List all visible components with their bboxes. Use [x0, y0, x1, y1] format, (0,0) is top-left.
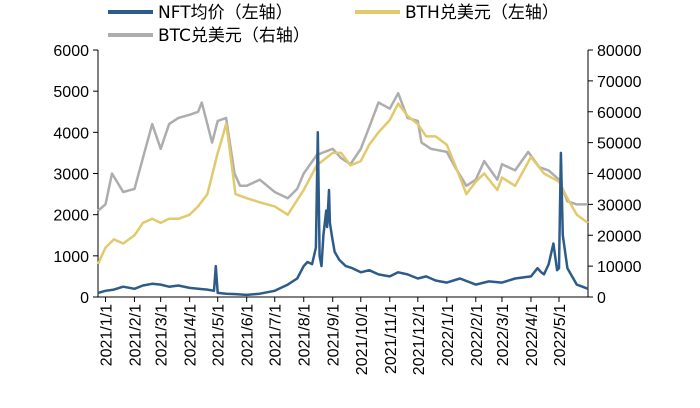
x-tick-label: 2022/2/1 — [469, 304, 486, 366]
left-tick-label: 1000 — [53, 249, 89, 266]
legend: NFT均价（左轴） BTH兑美元（左轴） BTC兑美元（右轴） — [108, 3, 559, 46]
x-tick-label: 2021/9/1 — [326, 304, 343, 366]
right-tick-label: 60000 — [597, 105, 642, 122]
left-tick-label: 5000 — [53, 84, 89, 101]
legend-label-nft: NFT均价（左轴） — [158, 3, 293, 23]
right-tick-label: 0 — [597, 290, 606, 307]
x-tick-label: 2021/12/1 — [411, 304, 428, 375]
right-tick-label: 50000 — [597, 136, 642, 153]
x-tick-label: 2021/10/1 — [354, 304, 371, 375]
left-tick-label: 4000 — [53, 125, 89, 142]
right-tick-label: 20000 — [597, 228, 642, 245]
right-tick-label: 70000 — [597, 74, 642, 91]
legend-label-btc: BTC兑美元（右轴） — [158, 26, 310, 46]
x-tick-label: 2022/3/1 — [495, 304, 512, 366]
legend-item-btc[interactable]: BTC兑美元（右轴） — [108, 26, 310, 46]
left-tick-label: 2000 — [53, 208, 89, 225]
right-tick-label: 40000 — [597, 167, 642, 184]
right-tick-label: 30000 — [597, 197, 642, 214]
x-tick-label: 2022/4/1 — [524, 304, 541, 366]
axes — [97, 50, 589, 298]
right-tick-label: 80000 — [597, 43, 642, 60]
x-tick-label: 2021/4/1 — [183, 304, 200, 366]
series-line-btc — [97, 91, 588, 212]
right-tick-label: 10000 — [597, 259, 642, 276]
x-tick-label: 2021/3/1 — [154, 304, 171, 366]
x-axis-ticks: 2021/1/1 2021/2/1 2021/3/1 2021/4/1 2021/5/1… — [98, 297, 569, 375]
legend-item-bth[interactable]: BTH兑美元（左轴） — [355, 3, 559, 23]
legend-item-nft[interactable]: NFT均价（左轴） — [108, 3, 293, 23]
series-layer — [96, 91, 589, 297]
x-tick-label: 2021/2/1 — [127, 304, 144, 366]
x-tick-label: 2021/6/1 — [240, 304, 257, 366]
series-line-nft — [97, 131, 589, 297]
x-tick-label: 2021/7/1 — [268, 304, 285, 366]
left-tick-label: 6000 — [53, 43, 89, 60]
x-tick-label: 2022/5/1 — [552, 304, 569, 366]
x-tick-label: 2021/5/1 — [211, 304, 228, 366]
left-tick-label: 3000 — [53, 167, 89, 184]
x-tick-label: 2021/8/1 — [297, 304, 314, 366]
left-tick-label: 0 — [80, 290, 89, 307]
legend-label-bth: BTH兑美元（左轴） — [405, 3, 559, 23]
series-line-bth — [96, 102, 589, 265]
right-axis-ticks: 0 10000 20000 30000 40000 50000 60000 70000 8000… — [588, 43, 642, 307]
x-tick-label: 2022/1/1 — [440, 304, 457, 366]
x-tick-label: 2021/1/1 — [98, 304, 115, 366]
x-tick-label: 2021/11/1 — [383, 304, 400, 374]
left-axis-ticks: 0 1000 2000 3000 4000 5000 6000 — [53, 43, 98, 307]
